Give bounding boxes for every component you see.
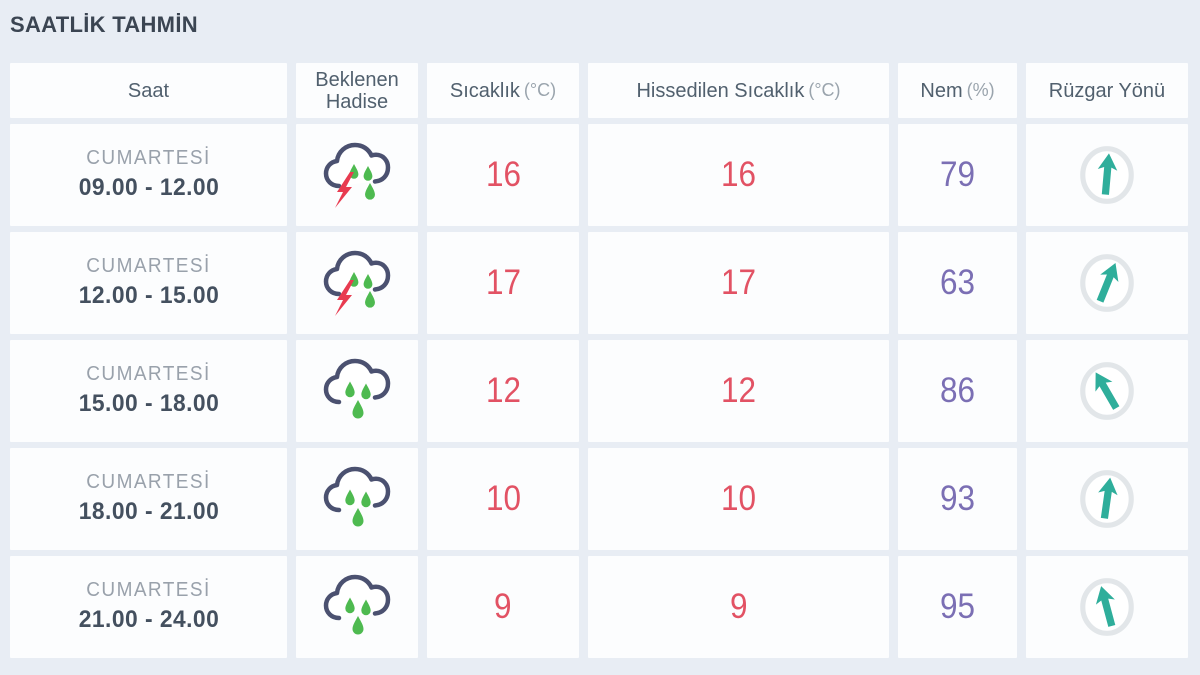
table-row-temperature: 9 <box>427 556 579 658</box>
rain-icon <box>322 462 392 536</box>
column-header-label: Rüzgar Yönü <box>1048 79 1166 102</box>
feels-like-value: 10 <box>720 479 757 518</box>
table-row-event <box>296 232 418 334</box>
table-row-time: CUMARTESİ 12.00 - 15.00 <box>10 232 287 334</box>
day-label: CUMARTESİ <box>86 363 211 386</box>
table-row-temperature: 17 <box>427 232 579 334</box>
table-row-feels-like: 17 <box>588 232 889 334</box>
table-row-feels-like: 9 <box>588 556 889 658</box>
time-range-label: 15.00 - 18.00 <box>78 390 219 418</box>
table-row-temperature: 12 <box>427 340 579 442</box>
column-header-label: Sıcaklık <box>449 79 520 102</box>
rain-icon <box>322 354 392 428</box>
wind-direction-icon <box>1080 470 1134 528</box>
table-row-feels-like: 10 <box>588 448 889 550</box>
temperature-value: 16 <box>485 155 521 194</box>
wind-direction-icon <box>1080 254 1134 312</box>
column-header-label: Beklenen Hadise <box>315 68 399 113</box>
day-label: CUMARTESİ <box>86 579 211 602</box>
time-range-label: 09.00 - 12.00 <box>78 174 219 202</box>
humidity-value: 93 <box>939 479 976 518</box>
column-header-label: Hissedilen Sıcaklık <box>636 79 805 102</box>
table-row-event <box>296 124 418 226</box>
column-header-wind-direction: Rüzgar Yönü <box>1026 63 1188 118</box>
table-row-wind <box>1026 340 1188 442</box>
column-header-event: Beklenen Hadise <box>296 63 418 118</box>
table-row-humidity: 93 <box>898 448 1017 550</box>
table-row-wind <box>1026 124 1188 226</box>
table-row-event <box>296 340 418 442</box>
table-row-wind <box>1026 232 1188 334</box>
hourly-forecast-table: Saat Beklenen Hadise Sıcaklık (°C) Hisse… <box>10 63 1188 658</box>
temperature-value: 17 <box>485 263 521 302</box>
humidity-value: 63 <box>939 263 976 302</box>
time-range-label: 18.00 - 21.00 <box>78 498 219 526</box>
table-row-feels-like: 16 <box>588 124 889 226</box>
humidity-value: 86 <box>939 371 976 410</box>
wind-direction-icon <box>1080 362 1134 420</box>
column-header-unit: (°C) <box>523 79 557 100</box>
table-row-time: CUMARTESİ 21.00 - 24.00 <box>10 556 287 658</box>
temperature-value: 9 <box>494 587 512 626</box>
column-header-humidity: Nem (%) <box>898 63 1017 118</box>
table-row-time: CUMARTESİ 15.00 - 18.00 <box>10 340 287 442</box>
thunderstorm-rain-icon <box>322 246 392 320</box>
time-range-label: 21.00 - 24.00 <box>78 606 219 634</box>
table-row-wind <box>1026 556 1188 658</box>
table-row-feels-like: 12 <box>588 340 889 442</box>
thunderstorm-rain-icon <box>322 138 392 212</box>
temperature-value: 12 <box>485 371 521 410</box>
table-row-time: CUMARTESİ 09.00 - 12.00 <box>10 124 287 226</box>
table-row-event <box>296 448 418 550</box>
rain-icon <box>322 570 392 644</box>
feels-like-value: 16 <box>720 155 757 194</box>
table-row-temperature: 16 <box>427 124 579 226</box>
wind-direction-icon <box>1080 578 1134 636</box>
table-row-humidity: 95 <box>898 556 1017 658</box>
column-header-feels-like: Hissedilen Sıcaklık (°C) <box>588 63 889 118</box>
feels-like-value: 17 <box>720 263 757 302</box>
column-header-temperature: Sıcaklık (°C) <box>427 63 579 118</box>
day-label: CUMARTESİ <box>86 471 211 494</box>
table-row-wind <box>1026 448 1188 550</box>
column-header-label: Saat <box>127 79 170 102</box>
feels-like-value: 9 <box>729 587 748 626</box>
day-label: CUMARTESİ <box>86 255 211 278</box>
table-row-humidity: 86 <box>898 340 1017 442</box>
humidity-value: 79 <box>939 155 976 194</box>
table-row-humidity: 79 <box>898 124 1017 226</box>
wind-direction-icon <box>1080 146 1134 204</box>
time-range-label: 12.00 - 15.00 <box>78 282 219 310</box>
column-header-label: Nem <box>920 79 963 102</box>
day-label: CUMARTESİ <box>86 147 211 170</box>
table-row-humidity: 63 <box>898 232 1017 334</box>
temperature-value: 10 <box>485 479 521 518</box>
page-title: SAATLİK TAHMİN <box>10 12 198 37</box>
column-header-unit: (°C) <box>808 79 841 100</box>
feels-like-value: 12 <box>720 371 757 410</box>
table-row-temperature: 10 <box>427 448 579 550</box>
table-row-time: CUMARTESİ 18.00 - 21.00 <box>10 448 287 550</box>
column-header-unit: (%) <box>966 79 995 100</box>
table-row-event <box>296 556 418 658</box>
humidity-value: 95 <box>939 587 976 626</box>
column-header-time: Saat <box>10 63 287 118</box>
